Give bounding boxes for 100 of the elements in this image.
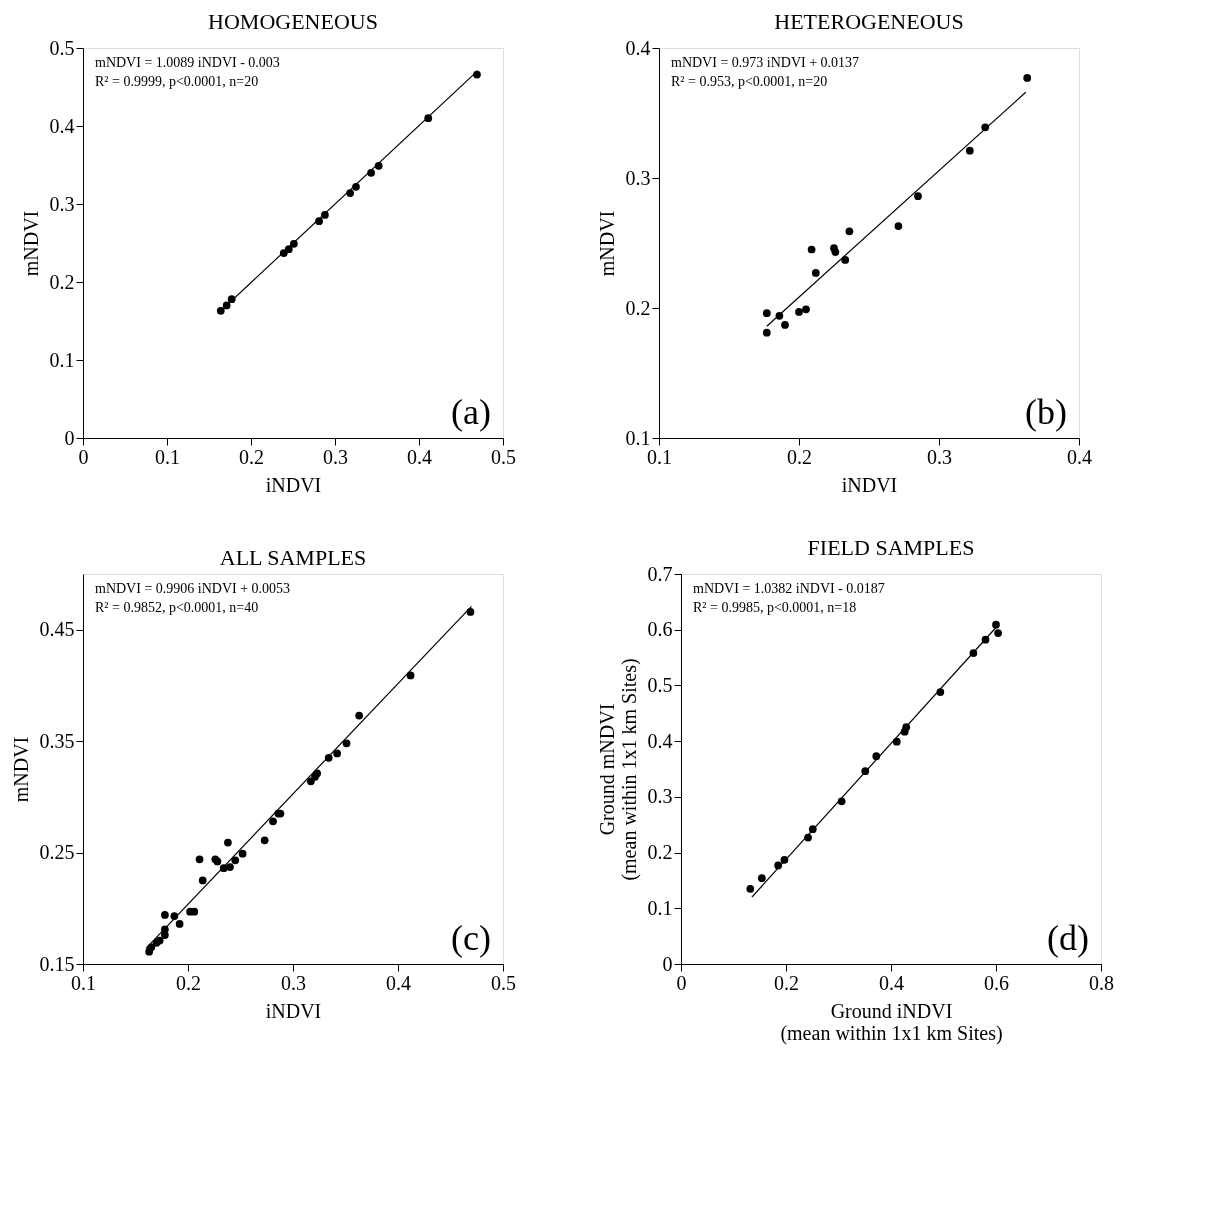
- y-tick-label: 0.4: [625, 36, 651, 59]
- point: [161, 911, 169, 919]
- annotation: R² = 0.9985, p<0.0001, n=18: [693, 600, 857, 615]
- y-tick-label: 0.45: [39, 618, 75, 641]
- annotation: (c): [451, 918, 491, 958]
- point: [802, 305, 810, 314]
- y-tick-label: 0.3: [49, 192, 75, 215]
- x-axis-title: iNDVI: [841, 473, 898, 496]
- point: [892, 737, 901, 746]
- chart-title: HETEROGENEOUS: [774, 9, 964, 34]
- x-tick-label: 0.1: [155, 445, 180, 468]
- annotation: mNDVI = 1.0382 iNDVI - 0.0187: [693, 581, 885, 596]
- x-tick-label: 0.2: [239, 445, 264, 468]
- y-tick-label: 0.25: [39, 841, 75, 864]
- point: [406, 671, 415, 680]
- y-tick-label: 0.2: [49, 270, 75, 293]
- x-axis-title: iNDVI: [265, 999, 322, 1022]
- chart-title: ALL SAMPLES: [219, 545, 367, 570]
- point: [466, 608, 475, 616]
- annotation: R² = 0.9999, p<0.0001, n=20: [95, 74, 259, 89]
- annotation: mNDVI = 0.9906 iNDVI + 0.0053: [95, 581, 291, 596]
- point: [746, 884, 755, 893]
- point: [198, 876, 207, 885]
- point: [269, 817, 277, 826]
- y-tick-label: 0.3: [647, 785, 673, 808]
- y-tick-label: 0: [64, 426, 75, 449]
- x-tick-label: 0.8: [1089, 971, 1114, 994]
- x-tick-label: 0.3: [927, 445, 952, 468]
- point: [762, 309, 771, 318]
- annotation: (d): [1047, 918, 1089, 958]
- point: [807, 245, 816, 254]
- x-tick-label: 0.2: [176, 971, 201, 994]
- y-tick-label: 0.1: [49, 348, 75, 371]
- point: [346, 189, 354, 197]
- annotation: (a): [451, 392, 491, 432]
- chart-title: FIELD SAMPLES: [807, 535, 975, 560]
- point: [795, 308, 803, 316]
- y-tick-label: 0: [662, 952, 673, 975]
- point: [195, 855, 204, 864]
- point: [238, 849, 247, 858]
- y-tick-label: 0.2: [625, 296, 651, 319]
- point: [333, 749, 341, 758]
- x-tick-label: 0: [676, 971, 687, 994]
- y-axis-title: mNDVI: [595, 210, 618, 277]
- point: [175, 920, 184, 928]
- y-tick-label: 0.1: [647, 896, 673, 919]
- x-tick-label: 0.4: [407, 445, 432, 468]
- y-axis-title: mNDVI: [19, 210, 42, 277]
- annotation: mNDVI = 0.973 iNDVI + 0.0137: [671, 55, 860, 70]
- point: [992, 620, 1000, 629]
- point: [841, 256, 850, 264]
- x-tick-label: 0.2: [787, 445, 812, 468]
- x-tick-label: 0.4: [879, 971, 904, 994]
- point: [994, 629, 1002, 637]
- point: [894, 222, 903, 230]
- point: [342, 739, 351, 748]
- point: [315, 217, 323, 226]
- x-tick-label: 0.4: [386, 971, 411, 994]
- point: [914, 192, 922, 201]
- annotation: (b): [1025, 392, 1067, 432]
- annotation: R² = 0.9852, p<0.0001, n=40: [95, 600, 259, 615]
- x-axis-title: iNDVI: [265, 473, 322, 496]
- point: [231, 856, 240, 865]
- y-tick-label: 0.5: [49, 36, 75, 59]
- point: [965, 146, 974, 155]
- y-axis-title: Ground mNDVI (mean within 1x1 km Sites): [595, 658, 641, 881]
- y-tick-label: 0.6: [647, 618, 673, 641]
- y-tick-label: 0.4: [49, 114, 75, 137]
- point: [762, 328, 771, 337]
- point: [224, 838, 232, 847]
- annotation: R² = 0.953, p<0.0001, n=20: [671, 74, 828, 89]
- y-tick-label: 0.4: [647, 729, 673, 752]
- x-axis-title: Ground iNDVI (mean within 1x1 km Sites): [780, 999, 1003, 1045]
- point: [226, 863, 234, 871]
- point: [216, 306, 225, 315]
- point: [757, 874, 766, 883]
- x-tick-label: 0.5: [491, 445, 516, 468]
- x-tick-label: 0.2: [774, 971, 799, 994]
- y-tick-label: 0.3: [625, 166, 651, 189]
- x-tick-label: 0.5: [491, 971, 516, 994]
- y-tick-label: 0.35: [39, 729, 75, 752]
- point: [260, 836, 269, 845]
- x-tick-label: 0: [78, 445, 89, 468]
- point: [845, 227, 854, 236]
- point: [831, 248, 840, 256]
- x-tick-label: 0.4: [1067, 445, 1092, 468]
- chart-title: HOMOGENEOUS: [208, 9, 378, 34]
- x-tick-label: 0.3: [281, 971, 306, 994]
- point: [811, 269, 820, 277]
- y-tick-label: 0.7: [647, 562, 673, 585]
- y-tick-label: 0.1: [625, 426, 651, 449]
- point: [355, 711, 364, 720]
- x-tick-label: 0.6: [984, 971, 1009, 994]
- point: [781, 321, 789, 329]
- y-tick-label: 0.5: [647, 673, 673, 696]
- y-axis-title: mNDVI: [9, 736, 32, 803]
- point: [1023, 74, 1032, 82]
- y-tick-label: 0.2: [647, 841, 673, 864]
- x-tick-label: 0.3: [323, 445, 348, 468]
- annotation: mNDVI = 1.0089 iNDVI - 0.003: [95, 55, 280, 70]
